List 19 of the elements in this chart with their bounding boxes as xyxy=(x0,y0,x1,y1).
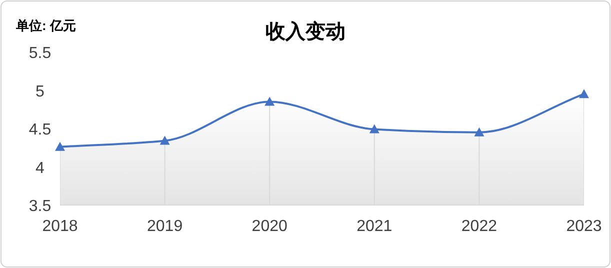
point xyxy=(474,127,484,136)
y-axis-title: 单位: 亿元 xyxy=(15,18,76,33)
point xyxy=(579,89,589,98)
x-tick-label: 2018 xyxy=(42,218,78,235)
point xyxy=(160,136,170,145)
chart-title: 收入变动 xyxy=(266,20,346,43)
point xyxy=(264,96,275,106)
y-tick-label: 4.5 xyxy=(28,122,52,138)
y-tick-label: 5 xyxy=(36,83,45,100)
y-tick-label: 3.5 xyxy=(28,198,52,215)
x-tick-label: 2019 xyxy=(147,218,183,235)
point xyxy=(369,124,380,134)
x-tick-label: 2021 xyxy=(356,218,392,235)
x-tick-label: 2022 xyxy=(461,218,498,235)
y-tick-label: 5.5 xyxy=(28,45,52,62)
x-tick-label: 2023 xyxy=(566,218,602,235)
x-tick-label: 2020 xyxy=(252,218,288,235)
y-tick-label: 4 xyxy=(36,160,45,177)
point xyxy=(55,142,65,151)
